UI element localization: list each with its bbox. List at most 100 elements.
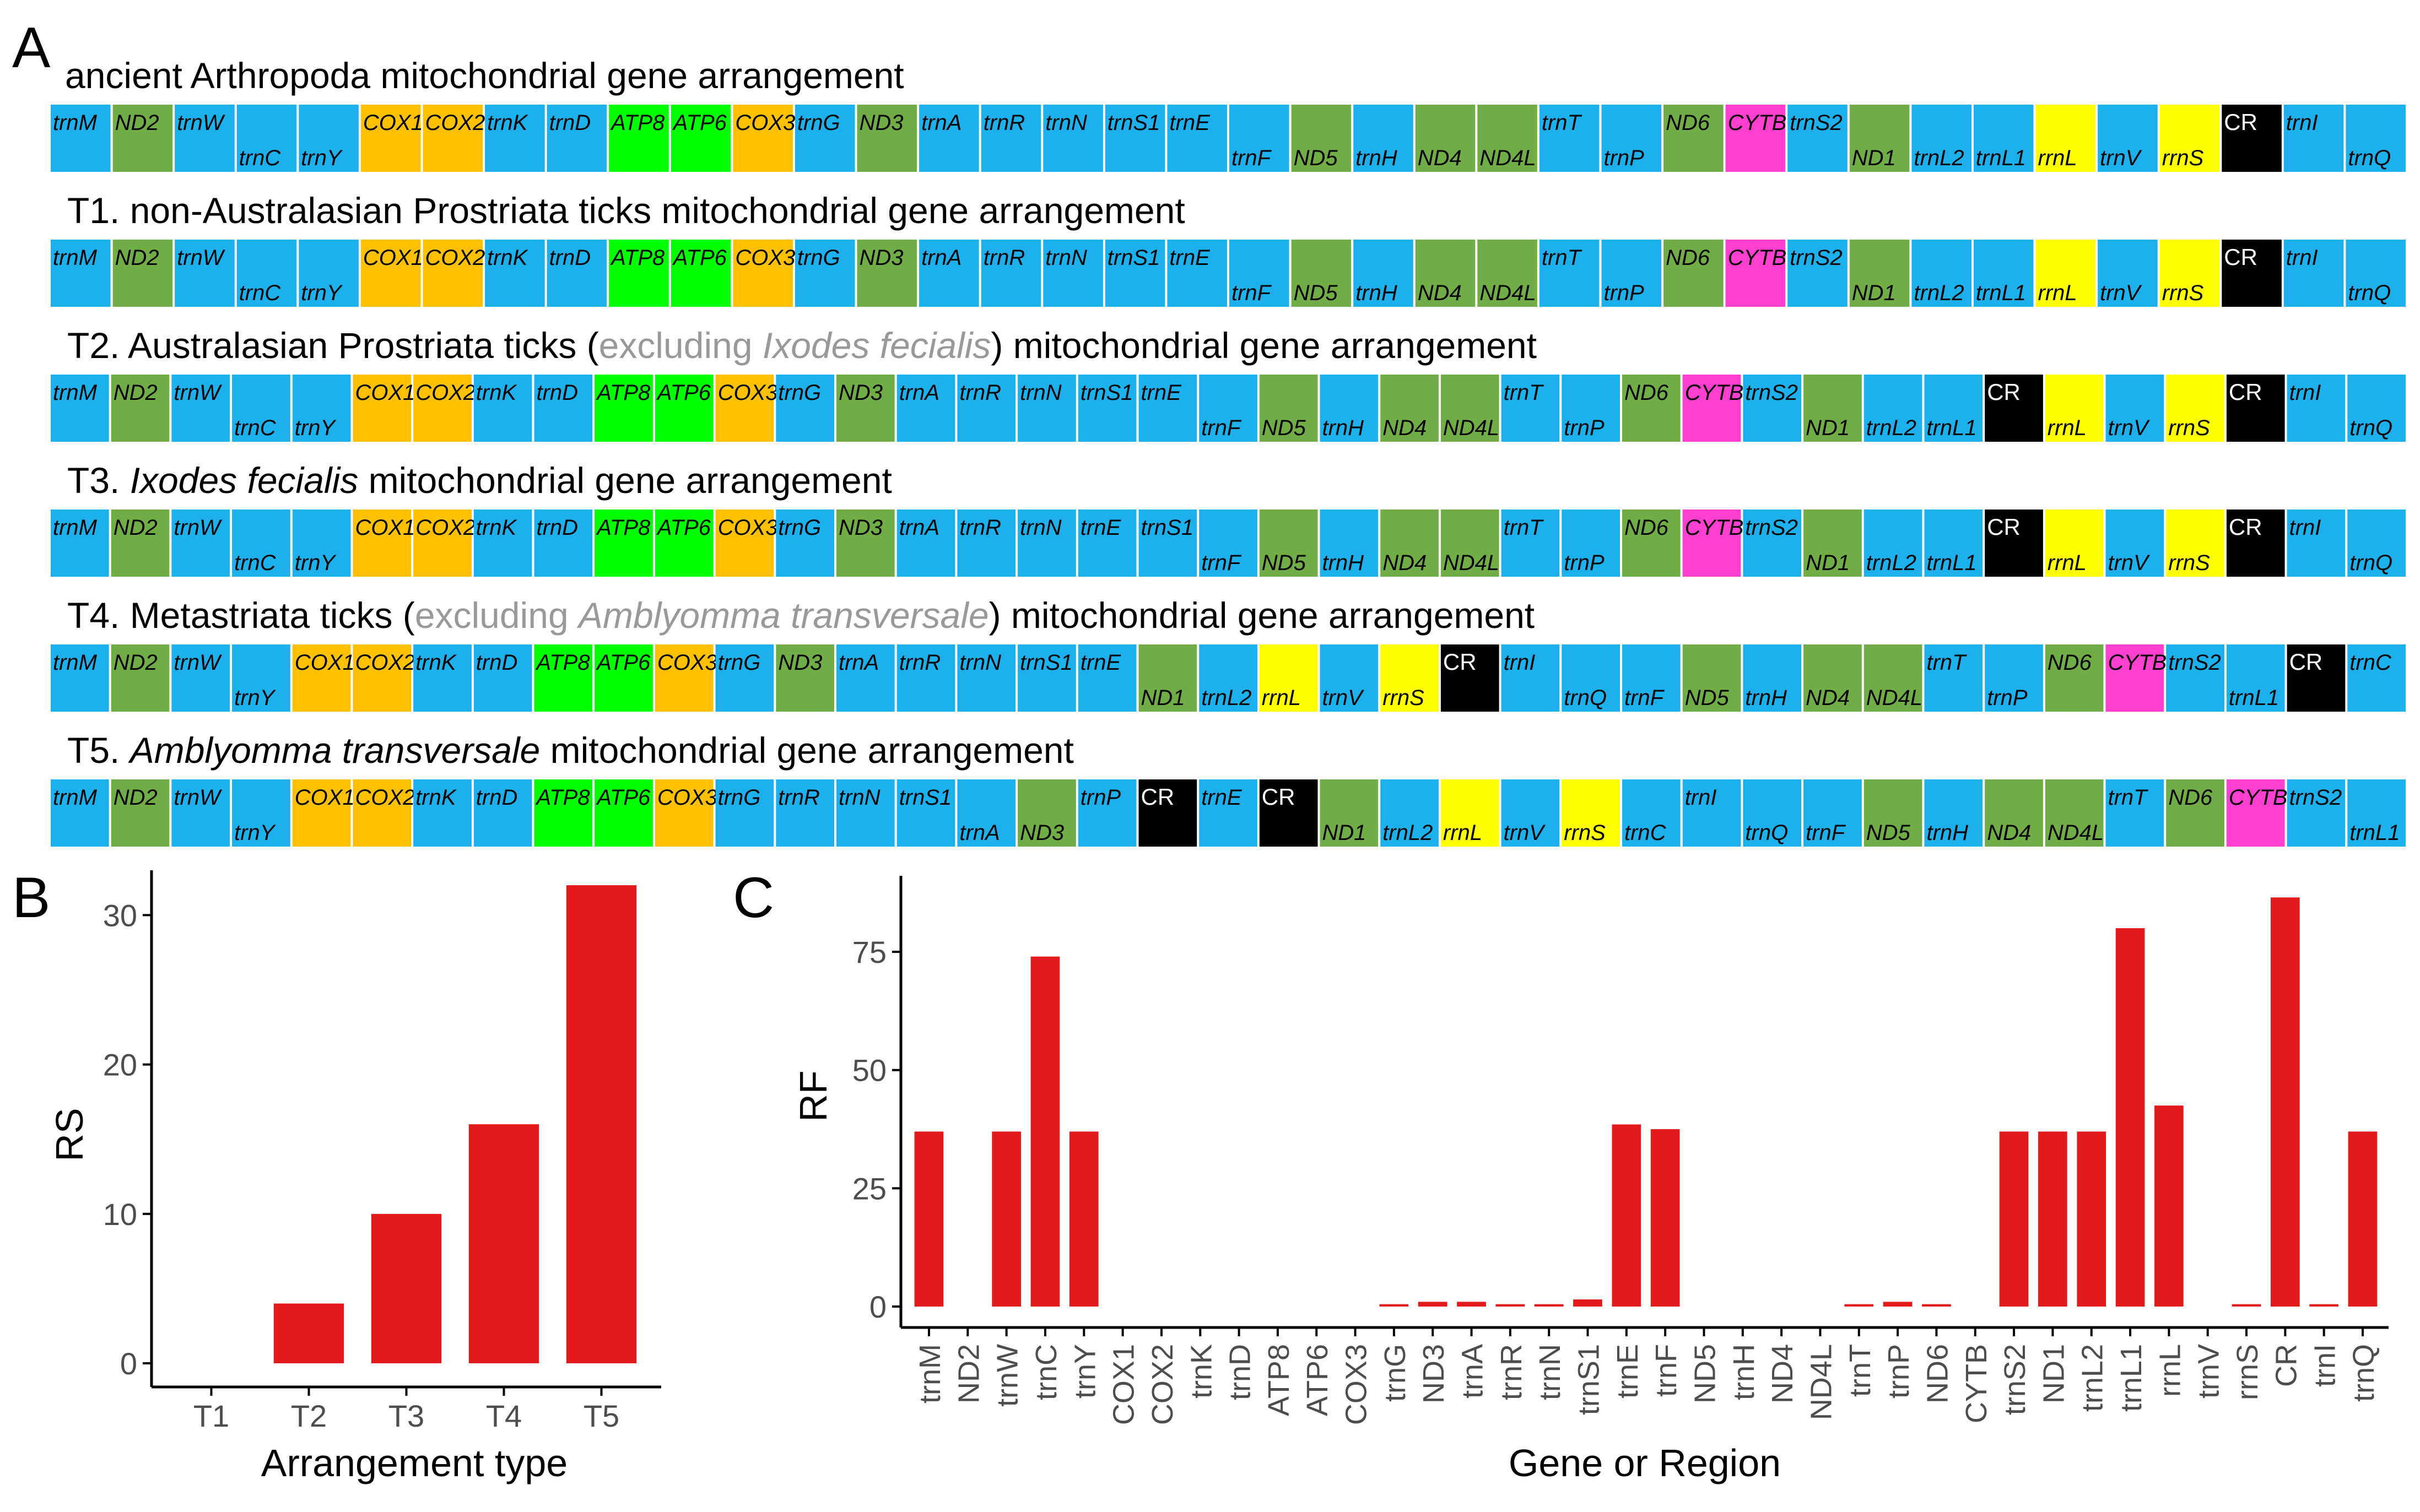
- gene-block: [1743, 375, 1802, 442]
- gene-label: trnV: [1504, 821, 1546, 845]
- gene-label: trnL2: [1914, 281, 1964, 305]
- title-part: mitochondrial gene arrangement: [358, 460, 892, 501]
- rf-y-tick-label: 0: [869, 1289, 887, 1324]
- gene-label: trnH: [1745, 686, 1787, 710]
- gene-block: [413, 779, 472, 847]
- gene-label: trnF: [1201, 416, 1242, 440]
- gene-block: [51, 644, 109, 712]
- gene-label: ND3: [860, 111, 904, 135]
- gene-label: trnH: [1927, 821, 1969, 845]
- gene-label: COX1: [295, 651, 355, 675]
- gene-block: [171, 644, 230, 712]
- gene-label: ND5: [1866, 821, 1911, 845]
- title-part: ) mitochondrial gene arrangement: [989, 595, 1535, 636]
- gene-label: trnN: [1045, 246, 1087, 270]
- gene-label: trnH: [1322, 416, 1364, 440]
- gene-label: COX3: [657, 651, 717, 675]
- gene-block: [232, 510, 290, 577]
- gene-block: [1199, 644, 1257, 712]
- gene-label: CYTB: [1685, 516, 1744, 540]
- gene-block: [1863, 644, 1922, 712]
- gene-label: rrnL: [1443, 821, 1482, 845]
- gene-label: trnI: [2289, 516, 2321, 540]
- gene-label: trnA: [921, 246, 961, 270]
- title-part: T4. Metastriata ticks (: [67, 595, 415, 636]
- gene-block: [1803, 375, 1862, 442]
- rf-bar: [2038, 1131, 2067, 1307]
- gene-label: trnQ: [1745, 821, 1788, 845]
- gene-label: trnC: [239, 146, 282, 170]
- rf-bar: [1069, 1131, 1099, 1307]
- rf-x-tick-label: trnC: [1030, 1344, 1063, 1400]
- gene-block: [111, 375, 170, 442]
- gene-label: trnA: [899, 516, 939, 540]
- gene-block: [534, 510, 593, 577]
- rf-x-tick-label: trnT: [1844, 1344, 1877, 1397]
- gene-label: ND1: [1806, 551, 1850, 575]
- gene-label: COX3: [735, 246, 795, 270]
- gene-block: [1415, 105, 1476, 172]
- gene-label: rrnL: [1262, 686, 1301, 710]
- gene-block: [1291, 105, 1352, 172]
- rf-x-tick-label: trnQ: [2347, 1344, 2380, 1402]
- gene-block: [1043, 240, 1103, 307]
- gene-label: ATP6: [656, 516, 711, 540]
- gene-label: trnE: [1081, 651, 1122, 675]
- gene-block: [353, 779, 412, 847]
- arrangement-title: T3. Ixodes fecialis mitochondrial gene a…: [67, 460, 892, 501]
- gene-label: trnL1: [1976, 146, 2026, 170]
- gene-label: ND4: [1806, 686, 1850, 710]
- gene-label: trnM: [53, 516, 98, 540]
- gene-block: [1682, 644, 1741, 712]
- gene-label: CR: [1141, 784, 1175, 810]
- gene-block: [111, 779, 170, 847]
- title-part: T5.: [67, 730, 130, 771]
- gene-block: [1259, 375, 1318, 442]
- rf-x-tick-label: ATP8: [1262, 1344, 1295, 1416]
- gene-block: [1018, 644, 1076, 712]
- rf-x-tick-label: trnH: [1727, 1344, 1760, 1400]
- rf-bar: [1573, 1299, 1602, 1307]
- gene-label: trnG: [718, 785, 761, 810]
- gene-label: trnR: [984, 246, 1025, 270]
- panel-a-gene-arrangements: A ancient Arthropoda mitochondrial gene …: [12, 16, 2406, 847]
- gene-block: [733, 240, 793, 307]
- title-part: ) mitochondrial gene arrangement: [991, 325, 1537, 366]
- gene-label: trnA: [921, 111, 961, 135]
- gene-label: trnD: [476, 651, 518, 675]
- gene-block: [671, 105, 731, 172]
- gene-block: [1477, 105, 1537, 172]
- gene-label: trnY: [301, 146, 343, 170]
- arrangement-row: T2. Australasian Prostriata ticks (exclu…: [51, 325, 2406, 442]
- gene-label: trnD: [549, 246, 591, 270]
- gene-label: trnS2: [2168, 651, 2221, 675]
- gene-block: [292, 779, 351, 847]
- gene-block: [1985, 644, 2043, 712]
- rf-bar: [2348, 1131, 2378, 1307]
- gene-label: trnS2: [1790, 246, 1843, 270]
- rf-x-tick-label: ND3: [1417, 1344, 1450, 1403]
- rf-x-tick-label: trnR: [1495, 1344, 1528, 1400]
- gene-label: trnH: [1355, 281, 1397, 305]
- gene-block: [353, 644, 412, 712]
- gene-label: trnK: [487, 111, 529, 135]
- gene-block: [2166, 375, 2224, 442]
- gene-label: trnK: [415, 651, 457, 675]
- gene-block: [957, 510, 1016, 577]
- gene-label: trnM: [53, 651, 98, 675]
- gene-label: trnQ: [2349, 551, 2392, 575]
- rf-x-tick-label: CR: [2270, 1344, 2303, 1387]
- gene-label: trnW: [177, 111, 225, 135]
- arrangement-title: T5. Amblyomma transversale mitochondrial…: [67, 730, 1074, 771]
- gene-block: [547, 105, 607, 172]
- gene-block: [171, 510, 230, 577]
- gene-block: [2105, 375, 2164, 442]
- gene-block: [671, 240, 731, 307]
- gene-block: [715, 644, 774, 712]
- gene-block: [232, 375, 290, 442]
- gene-label: ND5: [1685, 686, 1730, 710]
- gene-label: ND3: [1020, 821, 1064, 845]
- rf-x-tick-label: ND6: [1921, 1344, 1954, 1403]
- gene-block: [857, 240, 917, 307]
